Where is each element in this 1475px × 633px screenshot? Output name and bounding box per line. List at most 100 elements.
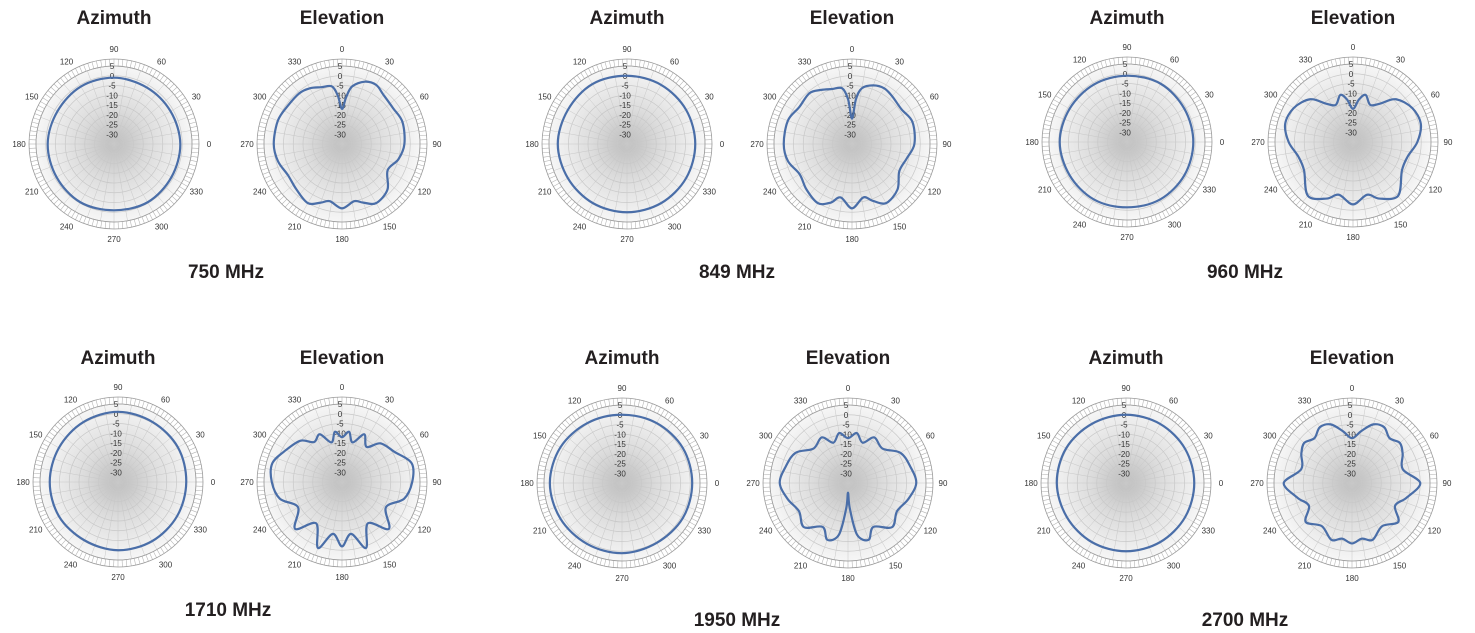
tick-mark [1368, 58, 1371, 66]
radial-tick-label: -10 [844, 91, 856, 100]
tick-mark [1083, 550, 1088, 557]
tick-mark [307, 66, 311, 73]
tick-mark [417, 163, 425, 167]
angle-tick-label: 210 [794, 561, 808, 570]
radial-tick-label: 0 [338, 410, 343, 419]
tick-mark [268, 520, 275, 525]
grid-ring [798, 433, 898, 533]
tick-mark [1075, 414, 1081, 421]
tick-mark [917, 518, 924, 522]
tick-mark [96, 60, 99, 68]
tick-mark [890, 211, 895, 218]
tick-mark [1318, 213, 1322, 220]
tick-mark [785, 192, 792, 198]
tick-mark [328, 397, 331, 406]
tick-mark [51, 530, 58, 536]
tick-mark [1072, 543, 1078, 550]
tick-mark [909, 195, 916, 202]
tick-mark [1270, 161, 1278, 165]
tick-mark [79, 215, 83, 222]
tick-mark [871, 402, 875, 409]
tick-mark [612, 398, 615, 406]
radial-tick-label: -10 [1345, 89, 1357, 98]
tick-mark [928, 159, 936, 162]
tick-mark [185, 175, 192, 179]
tick-mark [838, 59, 841, 68]
tick-mark [361, 399, 365, 407]
tick-mark [1194, 99, 1201, 104]
tick-mark [780, 97, 787, 102]
angle-tick-label: 180 [845, 235, 859, 244]
tick-mark [1180, 537, 1187, 544]
radial-tick-label: 5 [110, 62, 115, 71]
tick-mark [813, 68, 817, 75]
tick-mark [675, 204, 681, 211]
tick-mark [801, 548, 806, 555]
tick-mark [1371, 400, 1375, 408]
angle-tick-label: 240 [60, 222, 74, 231]
radial-tick-label: -5 [112, 420, 120, 429]
tick-mark [555, 186, 562, 191]
tick-mark [1322, 214, 1326, 222]
tick-mark [1158, 213, 1162, 220]
radial-tick-label: 0 [110, 72, 115, 81]
tick-mark [377, 551, 381, 558]
grid-ring [1097, 112, 1157, 172]
tick-mark [121, 59, 124, 67]
outer-ring [1267, 56, 1439, 228]
radial-tick-label: -10 [110, 429, 122, 438]
polar-plot-elevation: 50-5-10-15-20-25-30030609012015018021024… [1251, 43, 1453, 242]
tick-mark [149, 404, 153, 411]
pattern-trace [48, 410, 188, 552]
tick-mark [538, 498, 546, 501]
tick-mark [1298, 416, 1304, 423]
angle-tick-label: 330 [1203, 186, 1217, 195]
tick-mark [190, 451, 198, 455]
tick-mark [137, 218, 141, 225]
radial-tick-label: -20 [614, 450, 626, 459]
tick-mark [133, 398, 136, 406]
tick-mark [1376, 61, 1380, 68]
angle-tick-label: 0 [207, 140, 212, 149]
tick-mark [1423, 514, 1430, 518]
tick-mark [281, 536, 288, 543]
tick-mark [1174, 543, 1180, 550]
angle-tick-label: 180 [1345, 574, 1359, 583]
plot-title-azimuth: Azimuth [585, 348, 660, 369]
tick-mark [396, 83, 403, 90]
tick-mark [1133, 560, 1136, 568]
tick-mark [315, 63, 319, 70]
tick-mark [1042, 465, 1050, 468]
tick-mark [1412, 429, 1419, 435]
angle-tick-label: 150 [893, 222, 907, 231]
tick-mark [188, 167, 195, 171]
grid-ring [582, 443, 662, 523]
tick-mark [768, 126, 776, 129]
tick-mark [1413, 190, 1420, 196]
tick-mark [33, 493, 42, 496]
radial-tick-label: -20 [334, 449, 346, 458]
radial-tick-label: -5 [1347, 80, 1355, 89]
tick-mark [1400, 416, 1406, 423]
tick-mark [332, 559, 335, 567]
tick-mark [566, 198, 573, 205]
tick-mark [1108, 559, 1111, 567]
tick-mark [45, 93, 52, 99]
tick-mark [772, 518, 779, 522]
angle-tick-label: 180 [525, 140, 539, 149]
angle-tick-label: 150 [1038, 91, 1052, 100]
tick-mark [842, 221, 845, 229]
tick-mark [776, 179, 783, 183]
tick-mark [604, 61, 608, 69]
tick-mark [328, 558, 331, 567]
tick-mark [125, 59, 128, 68]
angle-tick-label: 90 [433, 140, 442, 149]
tick-mark [1161, 407, 1165, 414]
tick-mark [189, 121, 197, 125]
frequency-label: 750 MHz [188, 262, 264, 283]
tick-mark [141, 401, 145, 408]
tick-mark [137, 63, 141, 70]
tick-mark [573, 77, 579, 84]
tick-mark [1088, 66, 1092, 73]
tick-mark [917, 97, 924, 102]
